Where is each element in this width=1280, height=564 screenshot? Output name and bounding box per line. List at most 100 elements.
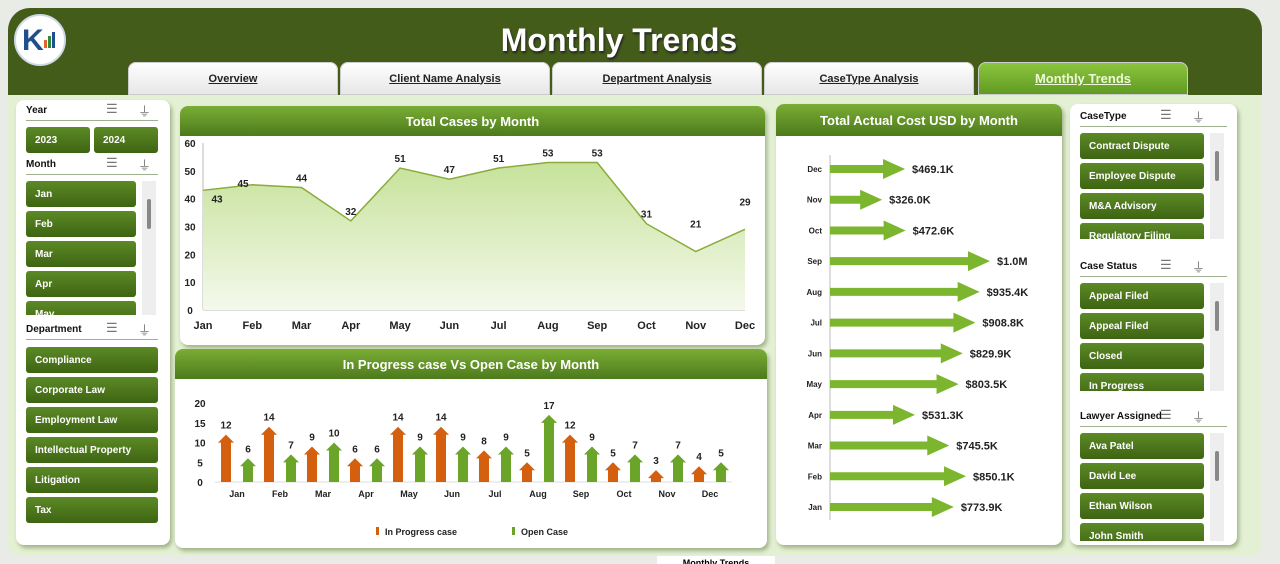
slicer-item[interactable]: Feb (26, 211, 136, 237)
open-case-arrow (627, 454, 643, 482)
clear-filter-icon[interactable]: ⏚ (138, 323, 152, 338)
x-tick-label: Oct (637, 320, 656, 332)
slicer-item[interactable]: Compliance (26, 347, 158, 373)
in-progress-arrow (304, 446, 320, 482)
multi-select-icon[interactable]: ☰ (1160, 107, 1172, 122)
slicer-item[interactable]: Appeal Filed (1080, 313, 1204, 339)
clear-filter-icon[interactable]: ⏚ (138, 104, 152, 119)
cost-arrow (830, 497, 954, 517)
data-label: 53 (592, 148, 604, 159)
data-label: 32 (345, 207, 357, 218)
scrollbar-thumb[interactable] (1215, 151, 1219, 181)
slicer-item[interactable]: Corporate Law (26, 377, 158, 403)
y-tick-label: 15 (194, 419, 206, 430)
tab-monthly-trends[interactable]: Monthly Trends (978, 62, 1188, 95)
x-tick-label: Apr (341, 320, 361, 332)
slicer-divider (1080, 126, 1227, 127)
slicer-item[interactable]: Ethan Wilson (1080, 493, 1204, 519)
slicer-item[interactable]: Employee Dispute (1080, 163, 1204, 189)
slicer-item[interactable]: M&A Advisory (1080, 193, 1204, 219)
data-label: 53 (542, 148, 554, 159)
data-label: 9 (460, 432, 466, 443)
x-tick-label: May (389, 320, 411, 332)
data-label: 17 (543, 401, 555, 412)
in-progress-arrow (433, 426, 449, 482)
scrollbar-thumb[interactable] (1215, 451, 1219, 481)
slicer-item[interactable]: Mar (26, 241, 136, 267)
multi-select-icon[interactable]: ☰ (106, 155, 118, 170)
slicer-item[interactable]: Intellectual Property (26, 437, 158, 463)
slicer-item[interactable]: John Smith (1080, 523, 1204, 541)
y-tick-label: Aug (806, 288, 822, 297)
multi-select-icon[interactable]: ☰ (106, 101, 118, 116)
data-label: $745.5K (956, 441, 998, 453)
slicer-item[interactable]: Appeal Filed (1080, 283, 1204, 309)
slicer-title: Lawyer Assigned (1080, 411, 1162, 422)
y-tick-label: 40 (184, 195, 196, 206)
tab-client-name-analysis[interactable]: Client Name Analysis (340, 62, 550, 95)
data-label: $935.4K (987, 287, 1029, 299)
area-line (202, 161, 746, 253)
slicer-title: Month (26, 159, 56, 170)
data-label: 8 (481, 436, 487, 447)
slicer-title: CaseType (1080, 111, 1127, 122)
slicer-item[interactable]: 2023 (26, 127, 90, 153)
slicer-item[interactable]: Litigation (26, 467, 158, 493)
tab-casetype-analysis[interactable]: CaseType Analysis (764, 62, 974, 95)
y-tick-label: Jan (808, 503, 822, 512)
slicer-item[interactable]: 2024 (94, 127, 158, 153)
multi-select-icon[interactable]: ☰ (106, 320, 118, 335)
cost-arrow (830, 281, 980, 302)
slicer-item[interactable]: Tax (26, 497, 158, 523)
y-tick-label: 50 (184, 167, 196, 178)
scrollbar[interactable] (1210, 433, 1224, 541)
slicer-item[interactable]: May (26, 301, 136, 315)
slicer-item[interactable]: Apr (26, 271, 136, 297)
scrollbar[interactable] (142, 181, 156, 315)
page-title: Monthly Trends (500, 22, 738, 58)
multi-select-icon[interactable]: ☰ (1160, 257, 1172, 272)
data-label: 5 (610, 448, 616, 459)
data-label: $469.1K (912, 164, 954, 176)
slicer-item[interactable]: Contract Dispute (1080, 133, 1204, 159)
cost-arrow (830, 189, 883, 210)
y-tick-label: 20 (184, 250, 196, 261)
legend-swatch (376, 527, 379, 535)
x-tick-label: Sep (587, 320, 607, 332)
slicer-item[interactable]: David Lee (1080, 463, 1204, 489)
in-progress-arrow (390, 426, 406, 482)
sheet-tab-monthly-trends[interactable]: Monthly Trends (657, 556, 775, 564)
x-tick-label: Apr (358, 489, 374, 499)
clear-filter-icon[interactable]: ⏚ (1192, 410, 1206, 425)
slicer-item[interactable]: In Progress (1080, 373, 1204, 391)
clear-filter-icon[interactable]: ⏚ (138, 158, 152, 173)
data-label: 9 (589, 432, 595, 443)
slicer-item[interactable]: Closed (1080, 343, 1204, 369)
open-case-arrow (541, 414, 557, 482)
data-label: 5 (524, 448, 530, 459)
x-tick-label: Sep (573, 489, 590, 499)
clear-filter-icon[interactable]: ⏚ (1192, 110, 1206, 125)
multi-select-icon[interactable]: ☰ (1160, 407, 1172, 422)
legend-label: Open Case (521, 527, 568, 537)
logo-icon: K (22, 24, 55, 57)
slicer-item[interactable]: Regulatory Filing (1080, 223, 1204, 239)
cost-arrow (830, 220, 906, 241)
scrollbar-thumb[interactable] (1215, 301, 1219, 331)
slicer-list-month: Jan Feb Mar Apr May (26, 181, 158, 315)
tab-overview[interactable]: Overview (128, 62, 338, 95)
slicer-item[interactable]: Jan (26, 181, 136, 207)
scrollbar[interactable] (1210, 133, 1224, 239)
slicer-item[interactable]: Employment Law (26, 407, 158, 433)
slicer-item[interactable]: Ava Patel (1080, 433, 1204, 459)
y-tick-label: Sep (807, 257, 822, 266)
slicer-list-lawyer: Ava Patel David Lee Ethan Wilson John Smith (1080, 433, 1227, 541)
clear-filter-icon[interactable]: ⏚ (1192, 260, 1206, 275)
company-logo: K (14, 14, 66, 66)
scrollbar-thumb[interactable] (147, 199, 151, 229)
data-label: 44 (296, 174, 308, 185)
data-label: 9 (417, 432, 423, 443)
scrollbar[interactable] (1210, 283, 1224, 391)
tab-department-analysis[interactable]: Department Analysis (552, 62, 762, 95)
